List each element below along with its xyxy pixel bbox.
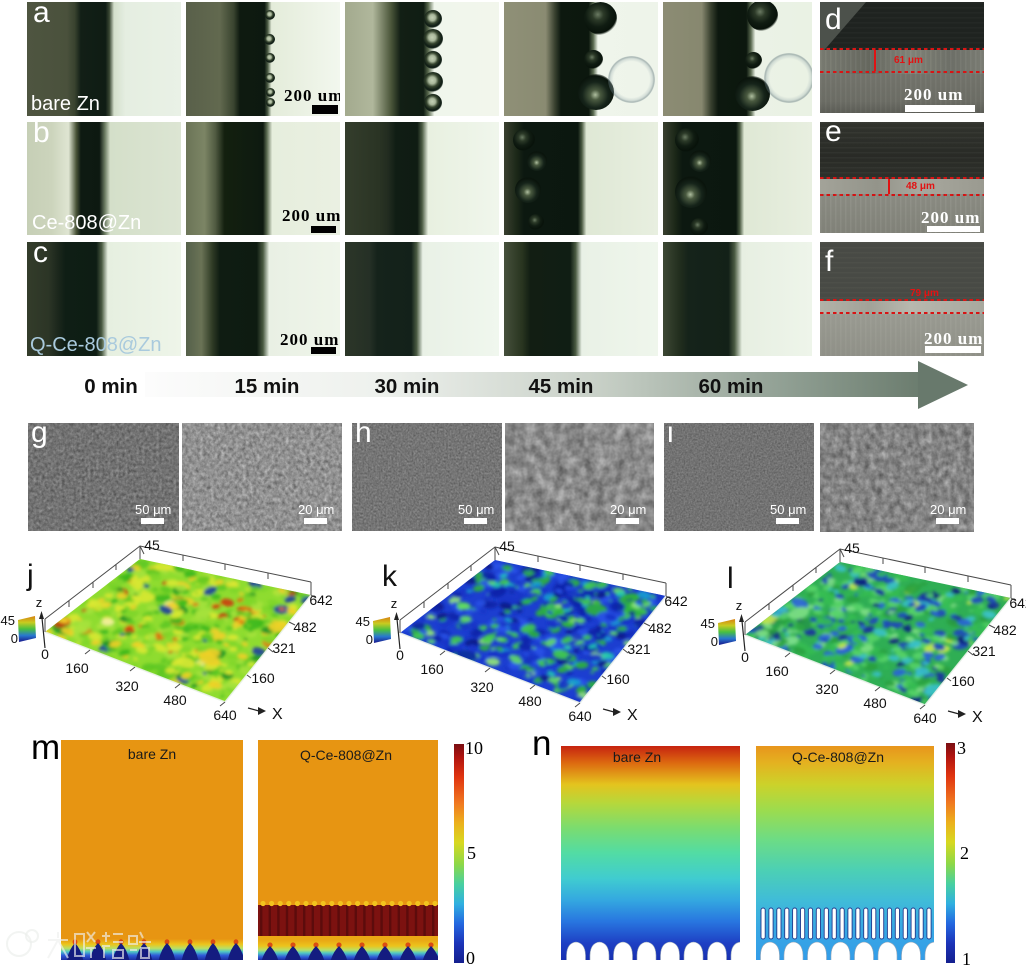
svg-text:321: 321 [272, 640, 296, 656]
svg-text:l: l [727, 562, 734, 595]
svg-text:45: 45 [844, 540, 860, 556]
svg-text:45: 45 [144, 537, 160, 553]
svg-text:320: 320 [470, 679, 494, 695]
svg-text:160: 160 [251, 670, 275, 686]
svg-text:160: 160 [765, 663, 789, 679]
svg-text:0: 0 [41, 646, 49, 662]
svg-text:0: 0 [11, 631, 18, 646]
svg-text:321: 321 [627, 641, 651, 657]
svg-text:482: 482 [293, 619, 317, 635]
svg-text:z: z [736, 598, 743, 613]
svg-text:45: 45 [701, 616, 715, 631]
svg-text:Q-Ce-808@Zn: Q-Ce-808@Zn [300, 747, 392, 763]
svg-text:160: 160 [606, 671, 630, 687]
svg-text:640: 640 [213, 707, 237, 723]
svg-text:642: 642 [1009, 595, 1026, 611]
svg-text:0: 0 [711, 634, 718, 649]
svg-text:160: 160 [65, 660, 89, 676]
svg-text:Q-Ce-808@Zn: Q-Ce-808@Zn [792, 749, 884, 765]
svg-text:45: 45 [1, 613, 15, 628]
svg-text:320: 320 [815, 681, 839, 697]
svg-text:0: 0 [741, 649, 749, 665]
svg-text:X: X [272, 706, 283, 723]
svg-text:482: 482 [993, 622, 1017, 638]
svg-text:X: X [627, 707, 638, 724]
svg-text:482: 482 [648, 620, 672, 636]
svg-text:0: 0 [396, 647, 404, 663]
svg-text:bare Zn: bare Zn [613, 749, 661, 765]
svg-text:X: X [972, 709, 983, 726]
svg-text:480: 480 [863, 695, 887, 711]
svg-text:k: k [382, 560, 398, 593]
svg-text:160: 160 [951, 673, 975, 689]
svg-text:480: 480 [163, 692, 187, 708]
svg-text:642: 642 [309, 592, 333, 608]
svg-text:bare Zn: bare Zn [128, 746, 176, 762]
svg-text:640: 640 [568, 708, 592, 724]
svg-text:642: 642 [664, 593, 688, 609]
svg-text:480: 480 [518, 693, 542, 709]
svg-text:320: 320 [115, 678, 139, 694]
svg-text:j: j [26, 559, 34, 592]
svg-text:0: 0 [366, 632, 373, 647]
svg-text:160: 160 [420, 661, 444, 677]
svg-text:640: 640 [913, 710, 937, 726]
svg-text:45: 45 [499, 538, 515, 554]
svg-text:z: z [391, 596, 398, 611]
svg-text:45: 45 [356, 614, 370, 629]
svg-text:z: z [36, 595, 43, 610]
svg-text:321: 321 [972, 643, 996, 659]
